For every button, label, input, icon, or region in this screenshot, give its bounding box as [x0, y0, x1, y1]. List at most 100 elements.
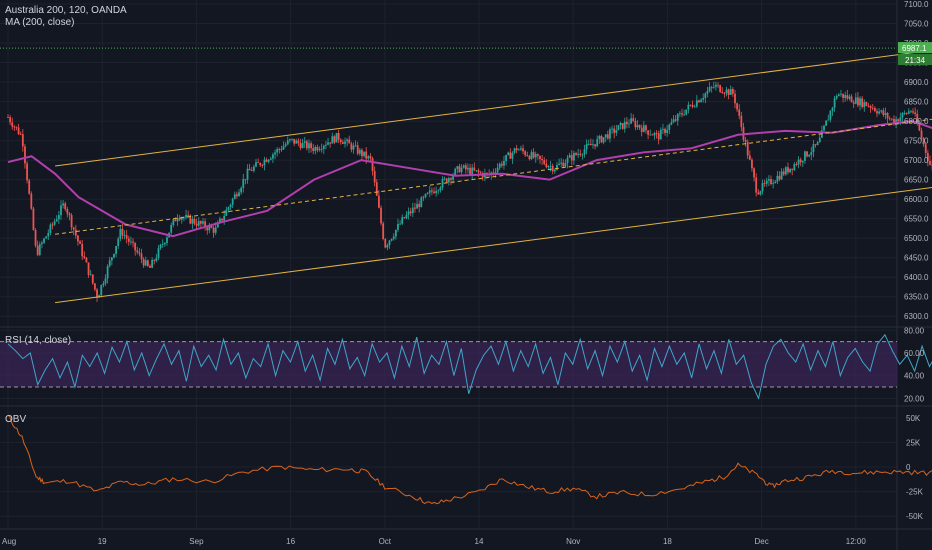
candle-body — [9, 117, 12, 123]
candle-body — [166, 237, 168, 243]
candle-body — [549, 165, 552, 167]
price-tick-label: 6350.0 — [904, 293, 929, 302]
candle-body — [539, 155, 541, 159]
candle-body — [53, 221, 56, 225]
candle-body — [282, 146, 285, 150]
candle-body — [202, 221, 204, 224]
candle-body — [447, 178, 450, 183]
candle-body — [893, 119, 895, 124]
channel-lower-line — [55, 187, 932, 304]
candle-body — [579, 153, 582, 155]
candle-body — [295, 140, 298, 144]
candle-body — [420, 197, 423, 208]
candle-body — [206, 227, 209, 231]
candle-body — [541, 158, 544, 161]
candle-body — [837, 94, 840, 97]
candle-body — [369, 156, 372, 159]
candle-body — [553, 169, 556, 172]
candle-body — [649, 134, 652, 136]
candle-body — [704, 93, 707, 99]
candle-body — [267, 159, 270, 162]
candle-body — [121, 228, 124, 236]
candle-body — [85, 257, 88, 263]
candle-body — [130, 241, 132, 243]
candle-body — [723, 93, 726, 94]
candle-body — [172, 219, 175, 225]
candle-body — [632, 118, 635, 121]
candle-body — [600, 135, 603, 143]
candle-body — [859, 98, 861, 106]
candle-body — [895, 119, 897, 124]
candle-body — [662, 128, 664, 130]
x-tick-label: 14 — [475, 537, 484, 546]
candle-body — [225, 209, 228, 216]
candle-body — [140, 253, 143, 260]
candle-body — [325, 144, 327, 146]
candle-body — [469, 167, 471, 175]
candle-body — [87, 262, 90, 275]
candle-body — [74, 229, 77, 236]
price-tick-label: 6450.0 — [904, 254, 929, 263]
price-tick-label: 6500.0 — [904, 234, 929, 243]
candle-body — [47, 232, 50, 237]
candle-body — [751, 159, 753, 169]
candle-body — [100, 285, 103, 296]
x-tick-label: Dec — [754, 537, 768, 546]
candle-body — [924, 144, 927, 153]
obv-tick-label: -50K — [906, 512, 924, 521]
candle-body — [645, 125, 647, 131]
candle-body — [399, 223, 402, 225]
candle-body — [655, 133, 658, 135]
candle-body — [263, 159, 266, 166]
candle-body — [530, 152, 533, 160]
candle-body — [670, 122, 673, 125]
candle-body — [768, 179, 770, 181]
candle-body — [865, 102, 868, 106]
candle-body — [115, 245, 117, 254]
candle-body — [910, 111, 912, 113]
candle-body — [34, 229, 37, 246]
candle-body — [672, 119, 675, 123]
candle-body — [240, 187, 243, 193]
candle-body — [613, 128, 616, 133]
candle-body — [390, 238, 393, 241]
candle-body — [388, 240, 391, 246]
candle-body — [38, 244, 41, 255]
candle-body — [229, 204, 232, 208]
candle-body — [204, 221, 207, 228]
candle-body — [719, 85, 722, 92]
candle-body — [303, 141, 306, 143]
candle-body — [125, 235, 128, 239]
candle-body — [327, 142, 329, 145]
candle-body — [604, 134, 607, 138]
candle-body — [138, 252, 141, 254]
candle-body — [344, 141, 346, 144]
candle-body — [219, 218, 221, 223]
candle-body — [494, 172, 497, 174]
candle-body — [598, 135, 601, 139]
candle-body — [513, 148, 516, 153]
countdown-tag — [898, 54, 932, 66]
x-tick-label: Nov — [566, 537, 580, 546]
candle-body — [401, 217, 404, 224]
candle-body — [269, 158, 272, 160]
candle-body — [81, 243, 84, 257]
candle-body — [770, 179, 772, 184]
candle-body — [846, 95, 849, 99]
x-tick-label: 12:00 — [846, 537, 867, 546]
candle-body — [210, 225, 213, 228]
candle-body — [806, 151, 808, 157]
candle-body — [411, 207, 414, 214]
candle-body — [146, 260, 149, 266]
rsi-tick-label: 40.00 — [904, 372, 925, 381]
candle-body — [524, 151, 527, 156]
rsi-legend: RSI (14, close) — [5, 335, 72, 346]
candle-body — [41, 242, 43, 245]
candle-body — [176, 217, 179, 222]
obv-tick-label: 0 — [906, 463, 911, 472]
candle-body — [746, 141, 749, 156]
candle-body — [702, 98, 705, 100]
candle-body — [748, 155, 751, 160]
candle-body — [255, 162, 257, 167]
